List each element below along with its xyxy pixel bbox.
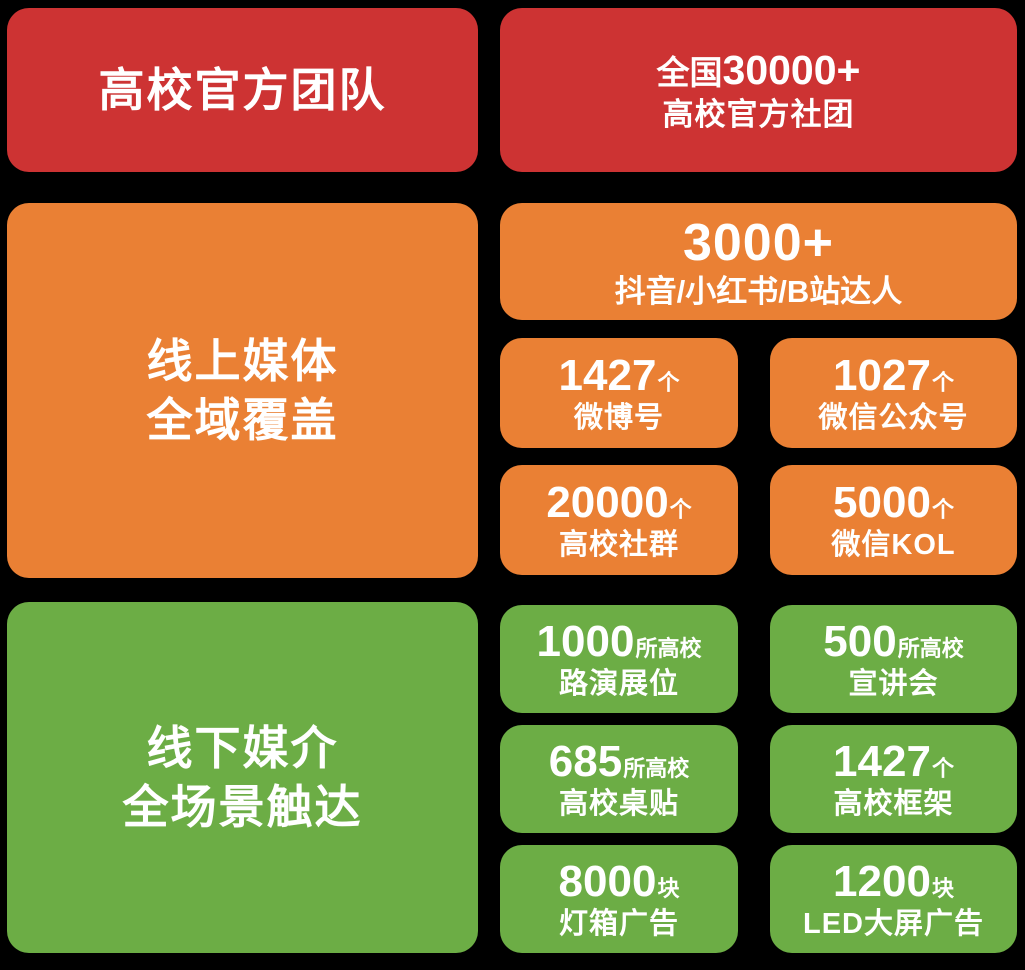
card-wechat-kol-number: 5000 bbox=[833, 477, 931, 527]
card-campus-desk-stickers[interactable]: 685 所高校 高校桌贴 bbox=[500, 725, 738, 833]
card-wechat-mp-stat: 1027 个 bbox=[833, 352, 954, 400]
card-wechat-mp-unit: 个 bbox=[931, 369, 954, 395]
card-clubs-headline: 全国 30000+ bbox=[656, 47, 861, 94]
card-wechat-mp-desc: 微信公众号 bbox=[818, 402, 969, 435]
card-lightbox-unit: 块 bbox=[657, 875, 680, 901]
card-wechat-kol-unit: 个 bbox=[931, 496, 954, 522]
card-talk-unit: 所高校 bbox=[897, 635, 964, 661]
card-online-media-coverage[interactable]: 线上媒体 全域覆盖 bbox=[7, 203, 478, 578]
card-weibo-accounts[interactable]: 1427 个 微博号 bbox=[500, 338, 738, 448]
card-lightbox-ads[interactable]: 8000 块 灯箱广告 bbox=[500, 845, 738, 953]
card-lightbox-stat: 8000 块 bbox=[559, 858, 680, 906]
card-community-stat: 20000 个 bbox=[546, 479, 691, 527]
card-wechat-kol-desc: 微信KOL bbox=[831, 529, 956, 562]
card-lightbox-desc: 灯箱广告 bbox=[558, 908, 679, 941]
card-roadshow-booths[interactable]: 1000 所高校 路演展位 bbox=[500, 605, 738, 713]
card-led-screen-ads[interactable]: 1200 块 LED大屏广告 bbox=[770, 845, 1017, 953]
card-team-label: 高校官方团队 bbox=[98, 63, 387, 116]
card-national-clubs[interactable]: 全国 30000+ 高校官方社团 bbox=[500, 8, 1017, 172]
card-clubs-sub: 高校官方社团 bbox=[662, 97, 855, 133]
card-influencer-banner[interactable]: 3000+ 抖音/小红书/B站达人 bbox=[500, 203, 1017, 320]
card-offline-media-reach[interactable]: 线下媒介 全场景触达 bbox=[7, 602, 478, 953]
card-roadshow-unit: 所高校 bbox=[635, 635, 702, 661]
card-community-unit: 个 bbox=[669, 496, 692, 522]
card-community-number: 20000 bbox=[546, 477, 669, 527]
card-desk-unit: 所高校 bbox=[623, 755, 690, 781]
card-weibo-stat: 1427 个 bbox=[559, 352, 680, 400]
card-talk-stat: 500 所高校 bbox=[823, 618, 963, 666]
card-weibo-number: 1427 bbox=[558, 350, 657, 400]
card-roadshow-stat: 1000 所高校 bbox=[537, 618, 702, 666]
card-online-label: 线上媒体 全域覆盖 bbox=[146, 334, 339, 446]
card-clubs-prefix: 全国 bbox=[656, 54, 723, 92]
card-roadshow-number: 1000 bbox=[536, 616, 635, 666]
card-lightbox-number: 8000 bbox=[558, 856, 657, 906]
card-official-campus-team[interactable]: 高校官方团队 bbox=[7, 8, 478, 172]
card-frame-unit: 个 bbox=[931, 755, 954, 781]
card-talk-number: 500 bbox=[823, 616, 897, 666]
card-led-number: 1200 bbox=[833, 856, 931, 906]
card-weibo-unit: 个 bbox=[657, 369, 680, 395]
card-talk-desc: 宣讲会 bbox=[848, 668, 939, 701]
card-led-stat: 1200 块 bbox=[833, 858, 954, 906]
card-led-unit: 块 bbox=[931, 875, 954, 901]
card-frame-desc: 高校框架 bbox=[833, 788, 954, 821]
card-frame-number: 1427 bbox=[833, 736, 931, 786]
card-campus-talks[interactable]: 500 所高校 宣讲会 bbox=[770, 605, 1017, 713]
card-frame-stat: 1427 个 bbox=[833, 738, 954, 786]
card-influencer-sub: 抖音/小红书/B站达人 bbox=[614, 273, 903, 309]
card-community-desc: 高校社群 bbox=[558, 529, 679, 562]
card-desk-number: 685 bbox=[548, 736, 623, 786]
card-offline-label: 线下媒介 全场景触达 bbox=[122, 721, 363, 833]
card-wechat-official-accounts[interactable]: 1027 个 微信公众号 bbox=[770, 338, 1017, 448]
card-influencer-number: 3000+ bbox=[682, 213, 835, 272]
card-campus-frames[interactable]: 1427 个 高校框架 bbox=[770, 725, 1017, 833]
card-campus-communities[interactable]: 20000 个 高校社群 bbox=[500, 465, 738, 575]
card-roadshow-desc: 路演展位 bbox=[558, 668, 679, 701]
card-wechat-kol[interactable]: 5000 个 微信KOL bbox=[770, 465, 1017, 575]
card-wechat-kol-stat: 5000 个 bbox=[833, 479, 954, 527]
card-clubs-number: 30000+ bbox=[722, 47, 861, 94]
card-wechat-mp-number: 1027 bbox=[833, 350, 931, 400]
card-desk-stat: 685 所高校 bbox=[549, 738, 689, 786]
card-weibo-desc: 微博号 bbox=[573, 402, 664, 435]
card-desk-desc: 高校桌贴 bbox=[558, 788, 679, 821]
card-led-desc: LED大屏广告 bbox=[802, 908, 984, 941]
